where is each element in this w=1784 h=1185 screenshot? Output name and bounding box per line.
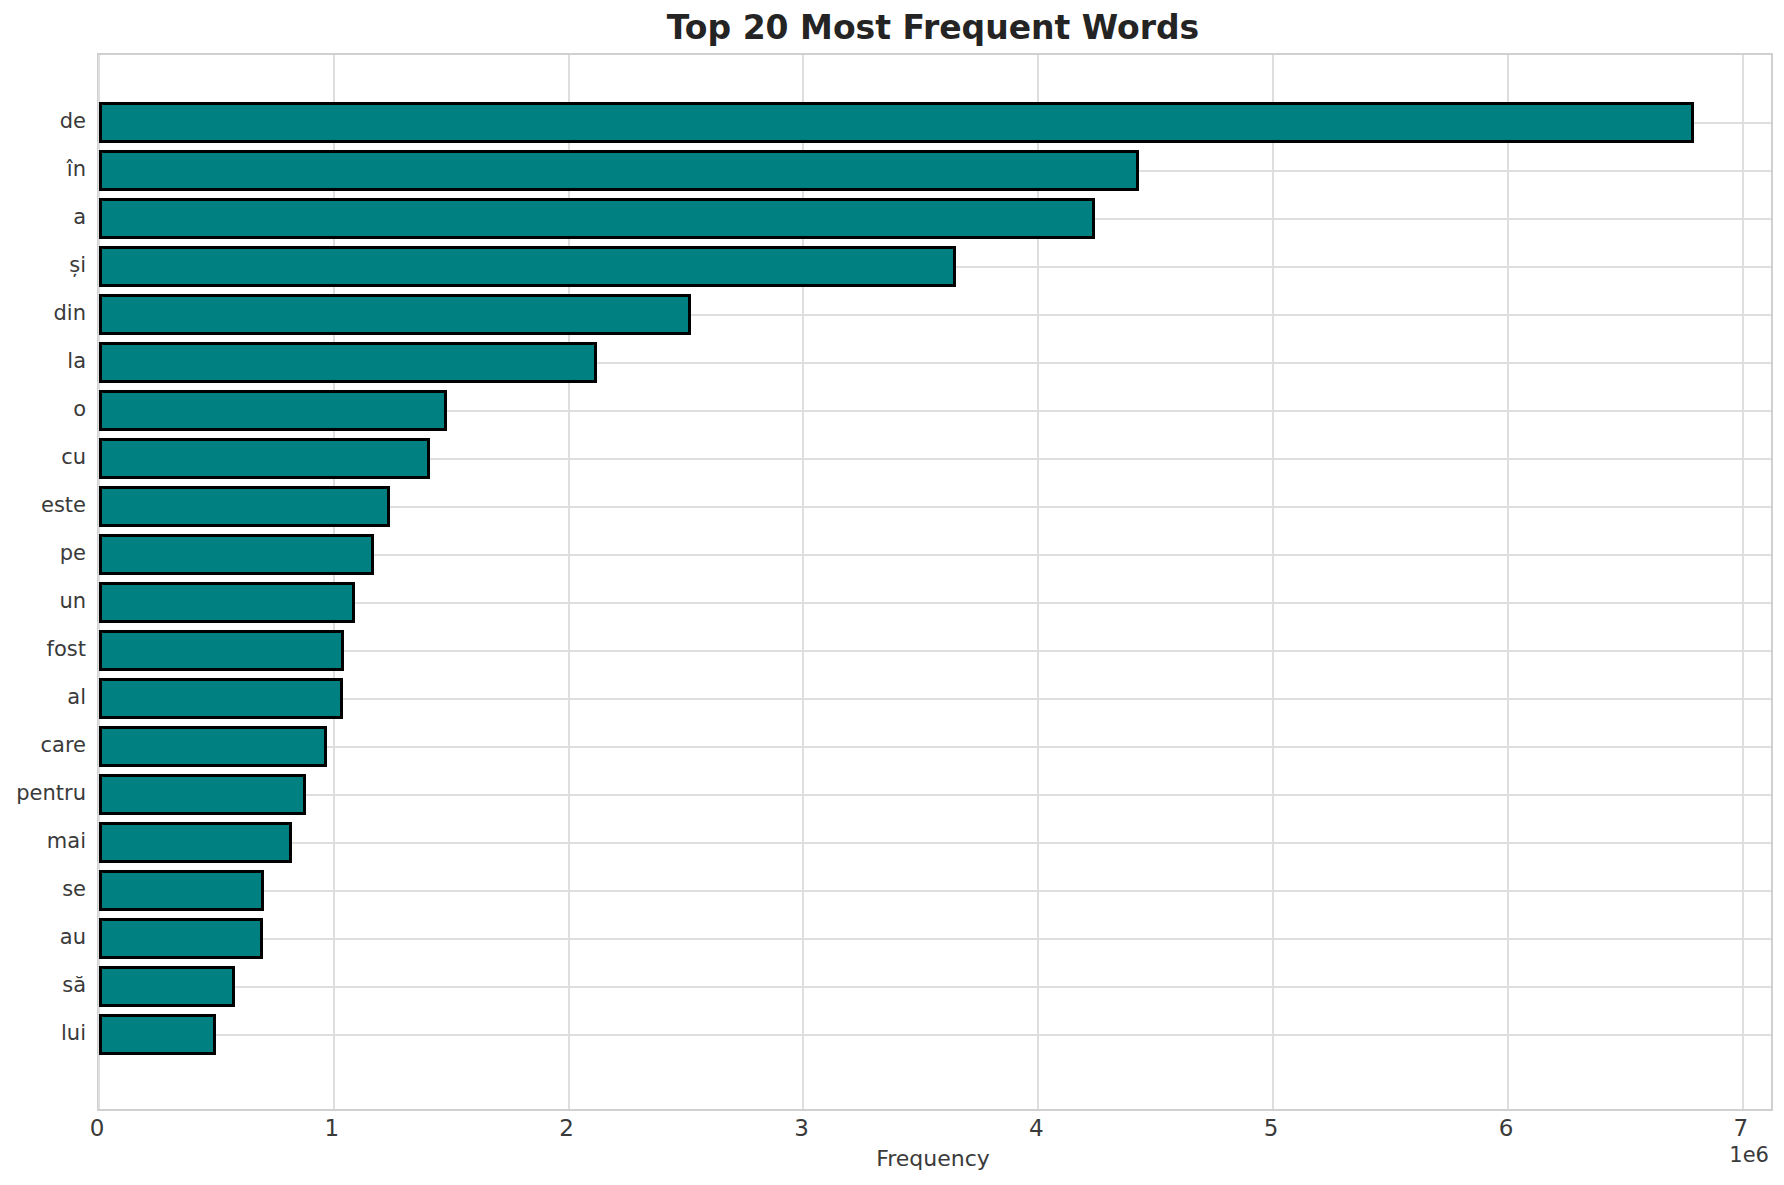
bar	[99, 582, 355, 623]
y-tick-label: care	[0, 731, 86, 759]
bar	[99, 150, 1139, 191]
gridline-vertical	[1272, 55, 1274, 1109]
bar	[99, 774, 306, 815]
y-tick-label: mai	[0, 827, 86, 855]
y-tick-label: este	[0, 491, 86, 519]
y-tick-label: al	[0, 683, 86, 711]
x-tick-label: 3	[771, 1115, 831, 1141]
x-tick-label: 2	[537, 1115, 597, 1141]
y-tick-label: lui	[0, 1019, 86, 1047]
bar	[99, 1014, 216, 1055]
y-tick-label: să	[0, 971, 86, 999]
y-tick-label: o	[0, 395, 86, 423]
gridline-horizontal	[99, 698, 1771, 700]
gridline-horizontal	[99, 650, 1771, 652]
gridline-vertical	[1742, 55, 1744, 1109]
bar	[99, 102, 1694, 143]
y-tick-label: se	[0, 875, 86, 903]
y-tick-label: pentru	[0, 779, 86, 807]
bar	[99, 870, 264, 911]
bar	[99, 678, 343, 719]
y-tick-label: un	[0, 587, 86, 615]
y-tick-label: cu	[0, 443, 86, 471]
bar	[99, 726, 327, 767]
bar-chart-figure: Top 20 Most Frequent Words de în a și din la o…	[0, 0, 1784, 1185]
gridline-horizontal	[99, 1034, 1771, 1036]
bar	[99, 630, 344, 671]
bar	[99, 198, 1095, 239]
bar	[99, 918, 263, 959]
bar	[99, 438, 430, 479]
y-tick-label: au	[0, 923, 86, 951]
gridline-horizontal	[99, 746, 1771, 748]
bar	[99, 246, 956, 287]
gridline-horizontal	[99, 890, 1771, 892]
plot-area	[97, 53, 1773, 1111]
x-tick-label: 0	[67, 1115, 127, 1141]
x-axis-label: Frequency	[97, 1146, 1769, 1171]
x-tick-label: 6	[1476, 1115, 1536, 1141]
y-tick-label: de	[0, 107, 86, 135]
gridline-horizontal	[99, 986, 1771, 988]
bar	[99, 294, 691, 335]
chart-title: Top 20 Most Frequent Words	[97, 8, 1769, 47]
y-tick-label: din	[0, 299, 86, 327]
x-axis-offset-label: 1e6	[1709, 1143, 1769, 1167]
bar	[99, 822, 292, 863]
y-tick-label: în	[0, 155, 86, 183]
x-tick-label: 1	[302, 1115, 362, 1141]
bar	[99, 390, 447, 431]
y-tick-label: fost	[0, 635, 86, 663]
x-tick-label: 4	[1006, 1115, 1066, 1141]
y-tick-label: a	[0, 203, 86, 231]
bar	[99, 966, 235, 1007]
gridline-horizontal	[99, 938, 1771, 940]
gridline-horizontal	[99, 794, 1771, 796]
x-tick-label: 7	[1711, 1115, 1771, 1141]
bar	[99, 342, 597, 383]
gridline-vertical	[1507, 55, 1509, 1109]
y-tick-label: la	[0, 347, 86, 375]
gridline-horizontal	[99, 842, 1771, 844]
x-tick-label: 5	[1241, 1115, 1301, 1141]
y-tick-label: pe	[0, 539, 86, 567]
bar	[99, 534, 374, 575]
bar	[99, 486, 390, 527]
y-tick-label: și	[0, 251, 86, 279]
